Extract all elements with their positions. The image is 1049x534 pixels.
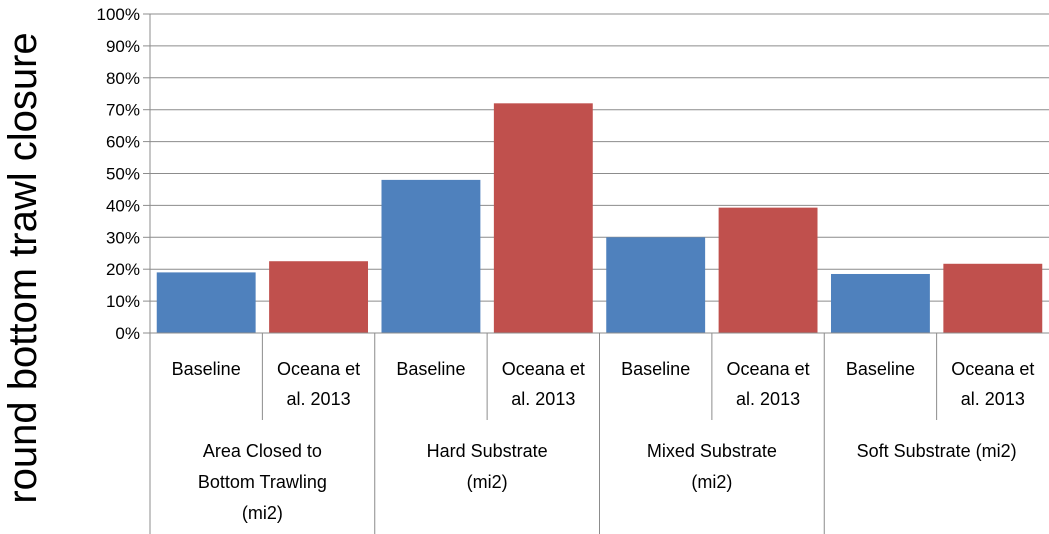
x-tick-label: Oceana et — [502, 359, 585, 379]
x-tick-label: al. 2013 — [961, 389, 1025, 409]
axes — [143, 13, 1049, 534]
bar — [943, 263, 1043, 333]
group-label: (mi2) — [242, 503, 283, 523]
y-tick-label: 40% — [106, 196, 140, 215]
group-label: Bottom Trawling — [198, 472, 327, 492]
y-tick-label: 0% — [115, 324, 140, 343]
y-tick-label: 20% — [106, 260, 140, 279]
bar — [156, 272, 256, 333]
group-label: Area Closed to — [203, 441, 322, 461]
bar — [606, 237, 706, 333]
y-tick-label: 70% — [106, 101, 140, 120]
bar — [493, 103, 593, 333]
y-axis-label: round bottom trawl closure — [1, 32, 45, 503]
y-tick-label: 80% — [106, 69, 140, 88]
y-tick-label: 10% — [106, 292, 140, 311]
bar — [381, 179, 481, 333]
group-label: Hard Substrate — [427, 441, 548, 461]
y-tick-label: 100% — [97, 5, 140, 24]
bars — [156, 103, 1043, 333]
x-tick-label: Oceana et — [951, 359, 1034, 379]
group-label: (mi2) — [467, 472, 508, 492]
y-tick-label: 60% — [106, 133, 140, 152]
group-label: (mi2) — [691, 472, 732, 492]
x-tick-label: Baseline — [172, 359, 241, 379]
y-tick-label: 50% — [106, 165, 140, 184]
bar — [269, 261, 369, 333]
x-tick-label: Baseline — [621, 359, 690, 379]
x-tick-label: Oceana et — [727, 359, 810, 379]
y-tick-label: 30% — [106, 228, 140, 247]
x-tick-label: Baseline — [846, 359, 915, 379]
x-tick-label: al. 2013 — [511, 389, 575, 409]
x-tick-label: Oceana et — [277, 359, 360, 379]
x-tick-label: Baseline — [396, 359, 465, 379]
x-tick-label: al. 2013 — [287, 389, 351, 409]
bar — [718, 207, 818, 333]
group-label: Soft Substrate (mi2) — [857, 441, 1017, 461]
y-tick-label: 90% — [106, 37, 140, 56]
x-tick-label: al. 2013 — [736, 389, 800, 409]
gridlines — [150, 13, 1049, 302]
bar — [830, 273, 930, 333]
labels: 0% 10% 20% 30% 40% 50% 60% 70% 80% 90% 100% Baselin… — [97, 5, 1035, 523]
group-label: Mixed Substrate — [647, 441, 777, 461]
